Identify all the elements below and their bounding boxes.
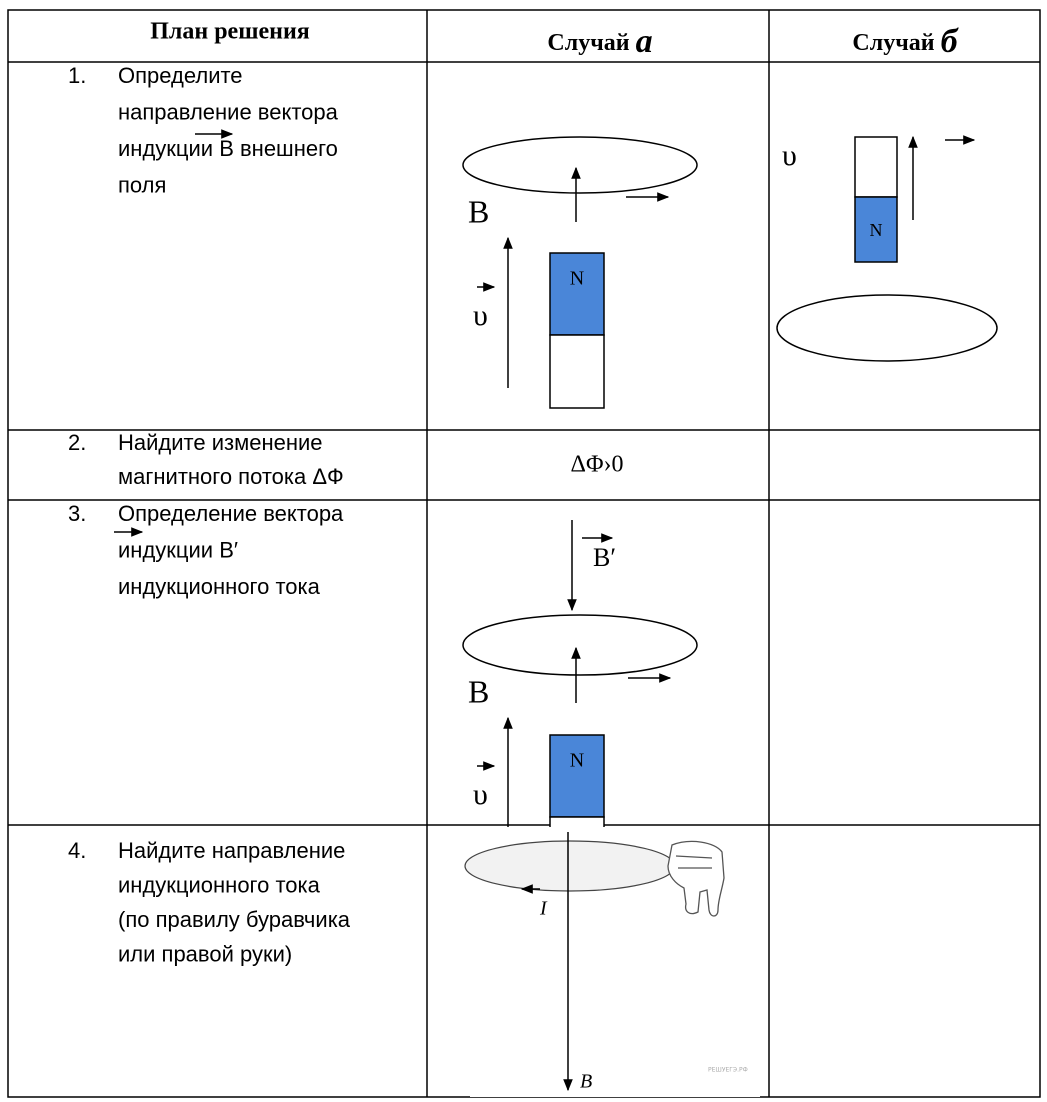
- header-case-b: Случай б: [852, 23, 959, 60]
- coil: [462, 614, 698, 676]
- header-letter: а: [636, 23, 653, 60]
- field-label: B: [580, 1071, 592, 1093]
- hand-icon: [667, 840, 725, 917]
- field-label: B: [468, 673, 489, 709]
- header-plan: План решения: [150, 19, 310, 45]
- step-text: (по правилу буравчика: [118, 907, 351, 932]
- step-text: Найдите изменение: [118, 430, 323, 455]
- coil: [776, 294, 998, 362]
- step-text: индукционного тока: [118, 872, 321, 897]
- step-text: магнитного потока ΔФ: [118, 464, 344, 489]
- magnet-south: [549, 334, 605, 409]
- watermark: РЕШУЕГЭ.РФ: [708, 1067, 748, 1074]
- induced-label: B′: [593, 543, 616, 572]
- coil: [462, 136, 698, 194]
- magnet-north: [854, 196, 898, 263]
- velocity-label: υ: [782, 139, 797, 172]
- step-number: 2.: [68, 430, 86, 455]
- velocity-label: υ: [473, 778, 488, 811]
- step-text: Найдите направление: [118, 838, 345, 863]
- pole-label: N: [570, 268, 584, 290]
- step-text: направление вектора: [118, 99, 339, 124]
- diagram-row1-a: B υ N: [462, 136, 698, 409]
- step-number: 3.: [68, 501, 86, 526]
- step-text: индукционного тока: [118, 574, 321, 599]
- steps: 1. Определите направление вектора индукции …: [68, 63, 351, 967]
- magnet-south: [854, 136, 898, 198]
- pole-label: N: [570, 750, 584, 772]
- magnet-north: [549, 252, 605, 336]
- step-text: или правой руки): [118, 941, 292, 966]
- header-letter: б: [941, 23, 960, 60]
- step-number: 4.: [68, 838, 86, 863]
- step-text: Определите: [118, 63, 243, 88]
- current-label: I: [539, 898, 548, 920]
- flux-change: ΔΦ›0: [571, 452, 624, 478]
- step-text: индукции B внешнего: [118, 136, 338, 161]
- header-case-a: Случай а: [547, 23, 652, 60]
- coil: [464, 840, 676, 892]
- field-label: B: [468, 193, 489, 229]
- step-text: поля: [118, 172, 166, 197]
- velocity-label: υ: [473, 299, 488, 332]
- step-number: 1.: [68, 63, 86, 88]
- header-word: Случай: [852, 30, 934, 56]
- diagram-row4-a: I B РЕШУЕГЭ.РФ: [464, 827, 760, 1097]
- step-text: индукции B′: [118, 537, 238, 562]
- header-word: Случай: [547, 30, 629, 56]
- diagram-row1-b: υ N: [776, 135, 998, 362]
- pole-label: N: [870, 220, 883, 240]
- magnet-north: [549, 734, 605, 818]
- step-text: Определение вектора: [118, 501, 344, 526]
